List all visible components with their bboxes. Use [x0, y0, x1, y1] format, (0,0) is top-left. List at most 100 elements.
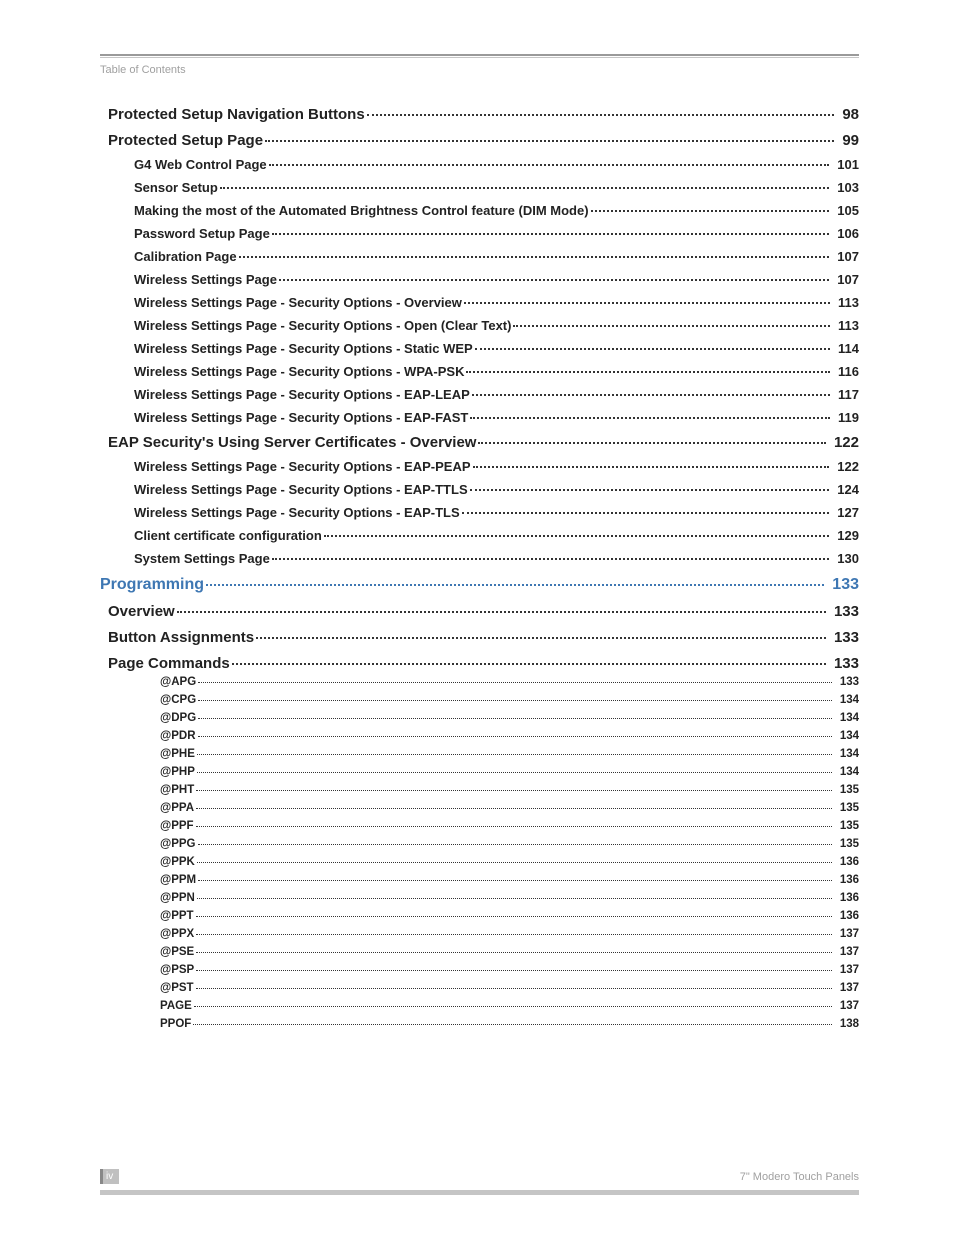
toc-dot-leader	[198, 880, 832, 881]
toc-entry-title: Client certificate configuration	[134, 528, 322, 543]
toc-entry-title: @PHE	[160, 746, 195, 762]
toc-entry-page: 136	[834, 908, 859, 924]
toc-entry[interactable]: @PPX137	[160, 926, 859, 942]
toc-entry-title: Wireless Settings Page - Security Option…	[134, 387, 470, 402]
toc-entry[interactable]: Client certificate configuration129	[134, 528, 859, 543]
toc-entry-page: 137	[834, 944, 859, 960]
toc-entry[interactable]: Protected Setup Page99	[108, 132, 859, 149]
toc-entry-page: 134	[834, 710, 859, 726]
toc-entry[interactable]: System Settings Page130	[134, 551, 859, 566]
toc-entry[interactable]: EAP Security's Using Server Certificates…	[108, 434, 859, 451]
toc-entry-title: @PHT	[160, 782, 194, 798]
toc-entry-title: @PPT	[160, 908, 194, 924]
toc-entry[interactable]: @APG133	[160, 674, 859, 690]
toc-entry-title: Wireless Settings Page - Security Option…	[134, 318, 511, 333]
toc-entry[interactable]: @PPK136	[160, 854, 859, 870]
toc-entry[interactable]: @PSE137	[160, 944, 859, 960]
toc-entry[interactable]: Wireless Settings Page - Security Option…	[134, 505, 859, 520]
toc-entry[interactable]: @CPG134	[160, 692, 859, 708]
toc-dot-leader	[473, 466, 830, 468]
toc-dot-leader	[198, 682, 832, 683]
toc-entry-page: 122	[828, 434, 859, 451]
toc-entry[interactable]: Wireless Settings Page - Security Option…	[134, 387, 859, 402]
toc-dot-leader	[196, 916, 832, 917]
toc-entry-page: 138	[834, 1016, 859, 1032]
footer-rule	[100, 1190, 859, 1195]
toc-entry-page: 133	[828, 629, 859, 646]
toc-entry[interactable]: Protected Setup Navigation Buttons98	[108, 106, 859, 123]
toc-entry-page: 101	[831, 157, 859, 172]
toc-entry[interactable]: Sensor Setup103	[134, 180, 859, 195]
toc-entry[interactable]: G4 Web Control Page101	[134, 157, 859, 172]
toc-entry[interactable]: @PSP137	[160, 962, 859, 978]
toc-entry[interactable]: @PDR134	[160, 728, 859, 744]
toc-entry[interactable]: Wireless Settings Page - Security Option…	[134, 459, 859, 474]
toc-entry[interactable]: PPOF138	[160, 1016, 859, 1032]
toc-entry[interactable]: Password Setup Page 106	[134, 226, 859, 241]
toc-entry[interactable]: @PHE134	[160, 746, 859, 762]
toc-entry[interactable]: Wireless Settings Page - Security Option…	[134, 410, 859, 425]
toc-entry[interactable]: Button Assignments 133	[108, 629, 859, 646]
toc-entry-title: @PDR	[160, 728, 196, 744]
toc-entry[interactable]: Page Commands133	[108, 655, 859, 672]
toc-entry[interactable]: @PPF135	[160, 818, 859, 834]
toc-entry[interactable]: Wireless Settings Page - Security Option…	[134, 318, 859, 333]
toc-entry-title: Password Setup Page	[134, 226, 270, 241]
toc-entry[interactable]: Programming133	[100, 576, 859, 594]
toc-entry-page: 122	[831, 459, 859, 474]
toc-entry[interactable]: @PPA135	[160, 800, 859, 816]
toc-entry-page: 117	[832, 387, 859, 402]
toc-entry-title: Sensor Setup	[134, 180, 218, 195]
toc-dot-leader	[196, 952, 832, 953]
toc-entry-page: 136	[834, 890, 859, 906]
toc-entry[interactable]: PAGE137	[160, 998, 859, 1014]
toc-entry-title: Button Assignments	[108, 629, 254, 646]
toc-entry-page: 127	[831, 505, 859, 520]
toc-entry[interactable]: Calibration Page107	[134, 249, 859, 264]
toc-entry-title: Wireless Settings Page - Security Option…	[134, 295, 462, 310]
page-container: Table of Contents Protected Setup Naviga…	[0, 0, 954, 1235]
toc-entry[interactable]: @PHP 134	[160, 764, 859, 780]
toc-entry-title: @DPG	[160, 710, 196, 726]
toc-dot-leader	[196, 790, 832, 791]
toc-dot-leader	[265, 140, 834, 142]
toc-dot-leader	[232, 663, 826, 665]
toc-dot-leader	[279, 279, 829, 281]
toc-entry[interactable]: Wireless Settings Page - Security Option…	[134, 295, 859, 310]
toc-entry[interactable]: Wireless Settings Page - Security Option…	[134, 364, 859, 379]
toc-entry-title: @PST	[160, 980, 194, 996]
toc-entry[interactable]: Wireless Settings Page - Security Option…	[134, 482, 859, 497]
toc-entry-title: System Settings Page	[134, 551, 270, 566]
toc-dot-leader	[198, 700, 832, 701]
toc-entry-title: PAGE	[160, 998, 192, 1014]
toc-entry-title: @PHP	[160, 764, 195, 780]
toc-dot-leader	[513, 325, 830, 327]
toc-entry[interactable]: @PST137	[160, 980, 859, 996]
toc-entry[interactable]: Making the most of the Automated Brightn…	[134, 203, 859, 218]
toc-entry[interactable]: @PHT135	[160, 782, 859, 798]
toc-entry-title: @PPM	[160, 872, 196, 888]
toc-dot-leader	[220, 187, 830, 189]
toc-entry-page: 135	[834, 836, 859, 852]
header-rule-top	[100, 54, 859, 56]
toc-dot-leader	[591, 210, 830, 212]
toc-entry[interactable]: @PPG135	[160, 836, 859, 852]
toc-dot-leader	[206, 584, 824, 586]
toc-dot-leader	[197, 754, 832, 755]
toc-entry-title: Wireless Settings Page - Security Option…	[134, 341, 473, 356]
toc-entry-page: 99	[836, 132, 859, 149]
toc-dot-leader	[462, 512, 830, 514]
toc-entry[interactable]: @DPG 134	[160, 710, 859, 726]
toc-entry-page: 106	[831, 226, 859, 241]
toc-entry[interactable]: Overview133	[108, 603, 859, 620]
toc-entry[interactable]: Wireless Settings Page - Security Option…	[134, 341, 859, 356]
toc-entry[interactable]: @PPT 136	[160, 908, 859, 924]
footer-title: 7" Modero Touch Panels	[740, 1171, 859, 1183]
running-header: Table of Contents	[100, 64, 859, 76]
toc-entry[interactable]: @PPN136	[160, 890, 859, 906]
toc-entry-page: 136	[834, 872, 859, 888]
toc-entry-page: 134	[834, 764, 859, 780]
toc-entry[interactable]: Wireless Settings Page107	[134, 272, 859, 287]
toc-entry[interactable]: @PPM 136	[160, 872, 859, 888]
toc-dot-leader	[466, 371, 830, 373]
